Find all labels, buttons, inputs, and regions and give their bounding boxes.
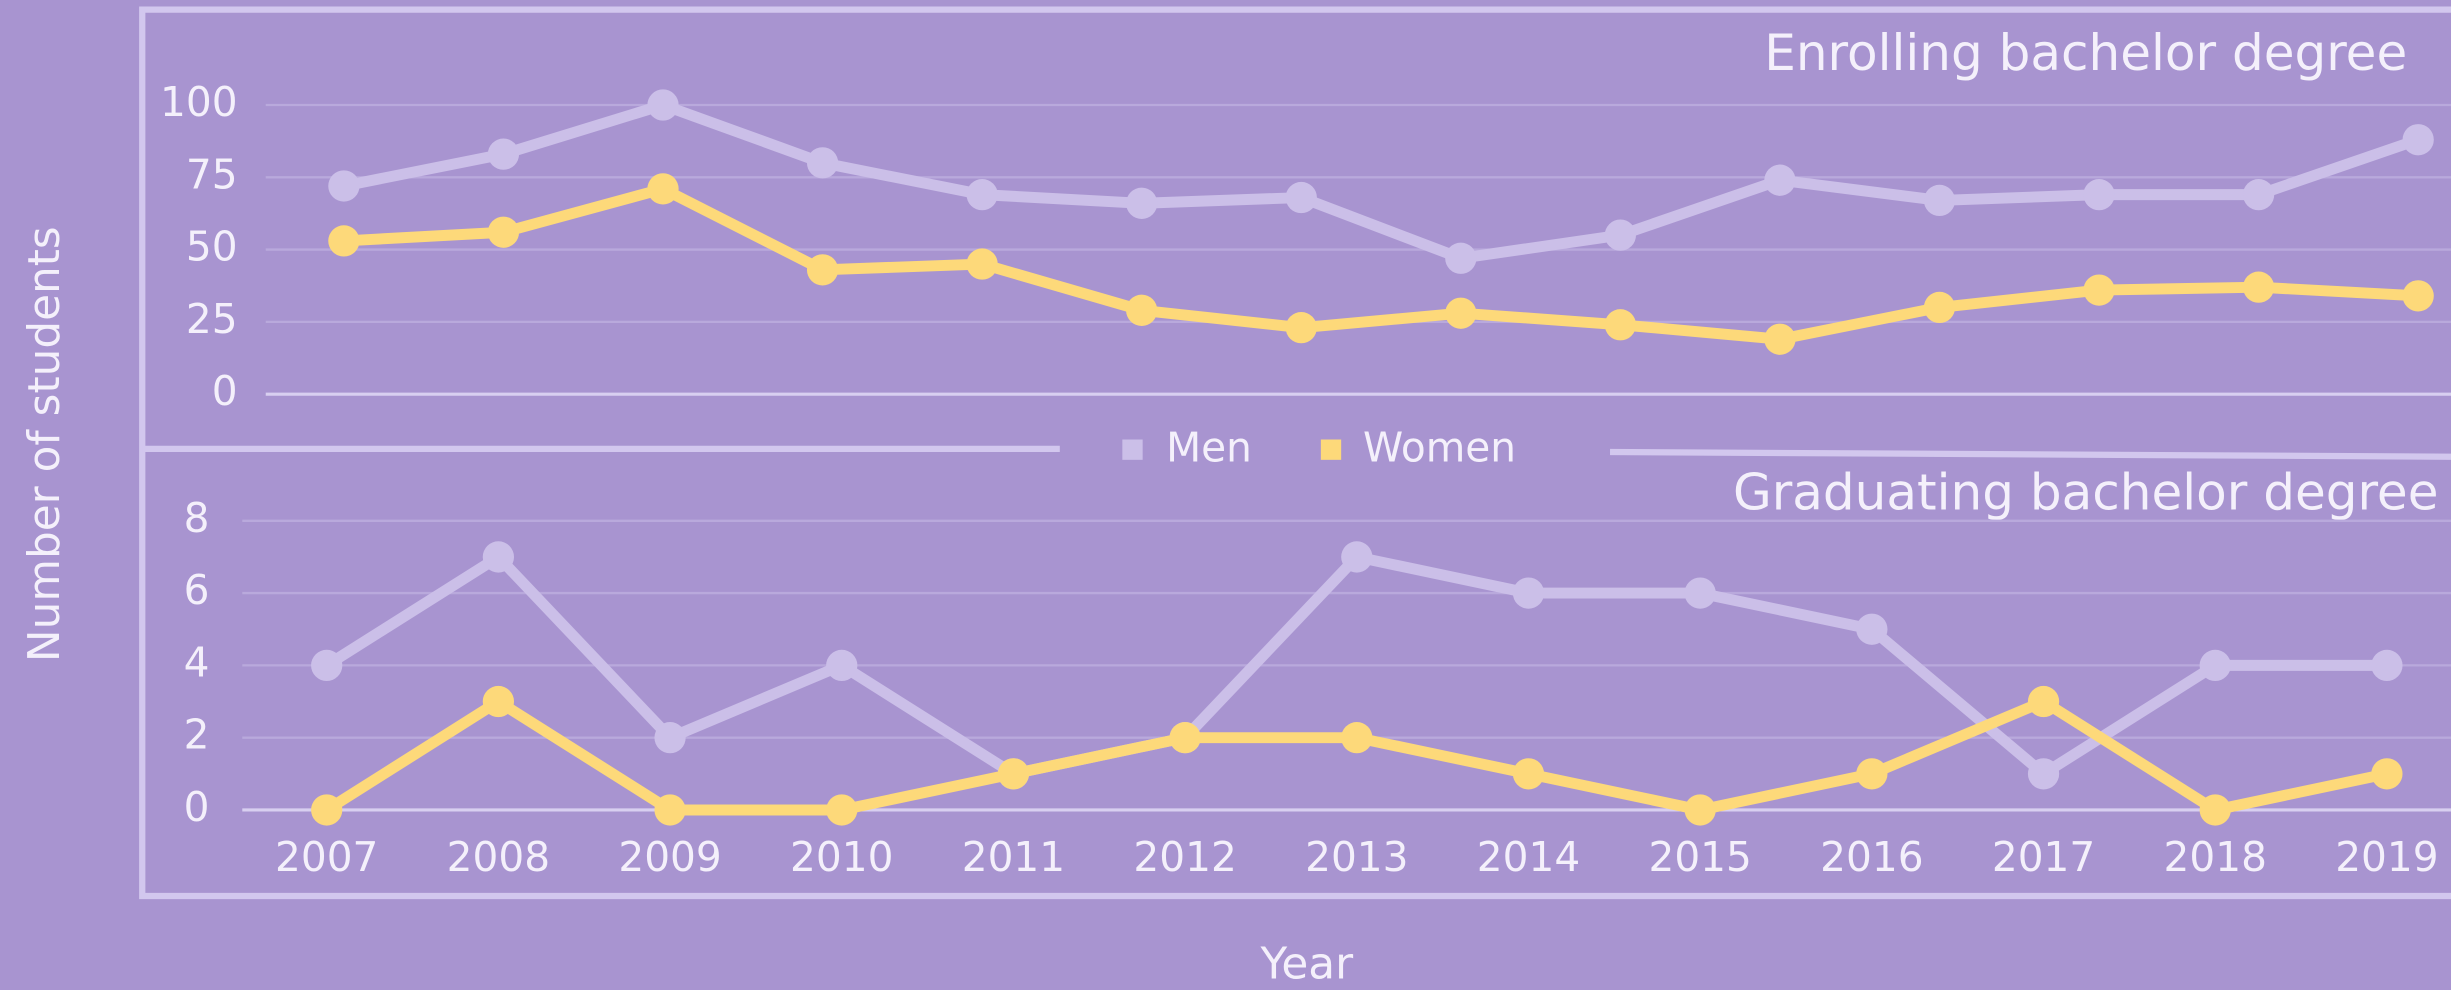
data-point	[654, 722, 686, 754]
y-tick-label: 2	[184, 711, 210, 759]
y-tick-label: 100	[160, 78, 238, 126]
x-tick-label: 2018	[2164, 833, 2267, 881]
data-point	[2083, 179, 2115, 211]
y-tick-label: 50	[186, 223, 238, 271]
data-point	[487, 216, 520, 248]
data-point	[1684, 577, 1716, 609]
data-point	[647, 89, 679, 121]
data-point	[487, 138, 520, 170]
y-tick-label: 6	[184, 566, 210, 614]
data-point	[2371, 758, 2403, 790]
data-point	[328, 170, 360, 202]
y-tick-label: 75	[186, 150, 238, 198]
data-point	[1169, 722, 1201, 754]
data-point	[966, 248, 998, 280]
data-point	[1126, 294, 1158, 326]
data-point	[1604, 309, 1637, 341]
divider	[1610, 448, 2451, 460]
data-point	[1856, 758, 1888, 790]
x-tick-label: 2009	[618, 833, 721, 881]
data-point	[2402, 280, 2434, 312]
data-point	[1285, 312, 1317, 344]
data-point	[654, 794, 686, 826]
data-point	[1764, 323, 1796, 355]
y-axis-label: Number of students	[19, 226, 70, 662]
chart-title: Enrolling bachelor degree	[1764, 24, 2407, 82]
data-point	[311, 649, 343, 682]
x-tick-label: 2011	[962, 833, 1065, 881]
data-point	[2371, 649, 2403, 682]
legend-swatch	[1122, 439, 1143, 460]
x-tick-label: 2013	[1305, 833, 1408, 881]
data-point	[1285, 181, 1317, 214]
data-point	[2242, 271, 2275, 303]
data-point	[1512, 758, 1545, 790]
x-tick-label: 2014	[1477, 833, 1580, 881]
series-line	[343, 183, 2419, 345]
legend-swatch	[1320, 439, 1342, 460]
data-point	[328, 225, 360, 257]
data-point	[2027, 685, 2060, 718]
data-point	[826, 649, 858, 682]
data-point	[1341, 722, 1373, 754]
data-point	[1445, 297, 1477, 329]
series-line	[342, 99, 2420, 264]
x-tick-label: 2010	[790, 833, 893, 881]
x-tick-label: 2019	[2335, 833, 2438, 881]
x-tick-label: 2007	[275, 833, 378, 881]
y-tick-label: 25	[186, 295, 238, 343]
data-point	[1445, 242, 1477, 274]
data-point	[966, 179, 998, 211]
data-point	[1341, 541, 1373, 573]
data-point	[997, 758, 1030, 790]
x-tick-label: 2017	[1992, 833, 2095, 881]
legend-label: Men	[1166, 423, 1252, 471]
data-point	[647, 173, 679, 205]
frame	[139, 6, 2451, 900]
data-point	[2402, 124, 2434, 156]
data-point	[482, 541, 515, 573]
y-tick-label: 0	[184, 783, 210, 831]
data-point	[806, 254, 839, 286]
data-point	[2199, 794, 2231, 826]
data-point	[482, 685, 515, 718]
legend-label: Women	[1363, 423, 1516, 471]
data-point	[2199, 649, 2231, 682]
x-tick-label: 2012	[1133, 833, 1236, 881]
y-tick-label: 0	[212, 367, 238, 415]
data-point	[1512, 577, 1545, 609]
data-point	[826, 794, 858, 826]
data-point	[1126, 187, 1158, 219]
data-point	[1604, 219, 1637, 251]
x-tick-label: 2008	[447, 833, 550, 881]
data-point	[2027, 758, 2060, 790]
data-point	[1764, 164, 1796, 196]
x-tick-label: 2015	[1648, 833, 1751, 881]
x-axis-label: Year	[1259, 938, 1353, 989]
x-tick-label: 2016	[1820, 833, 1923, 881]
y-tick-label: 4	[184, 638, 210, 686]
data-point	[2242, 179, 2275, 211]
data-point	[806, 147, 839, 179]
data-point	[1856, 613, 1888, 645]
data-point	[1923, 291, 1956, 324]
chart-title: Graduating bachelor degree	[1733, 463, 2439, 521]
data-point	[2083, 274, 2115, 306]
data-point	[1923, 184, 1956, 217]
y-tick-label: 8	[184, 494, 210, 542]
data-point	[311, 794, 343, 826]
data-point	[1684, 794, 1716, 826]
